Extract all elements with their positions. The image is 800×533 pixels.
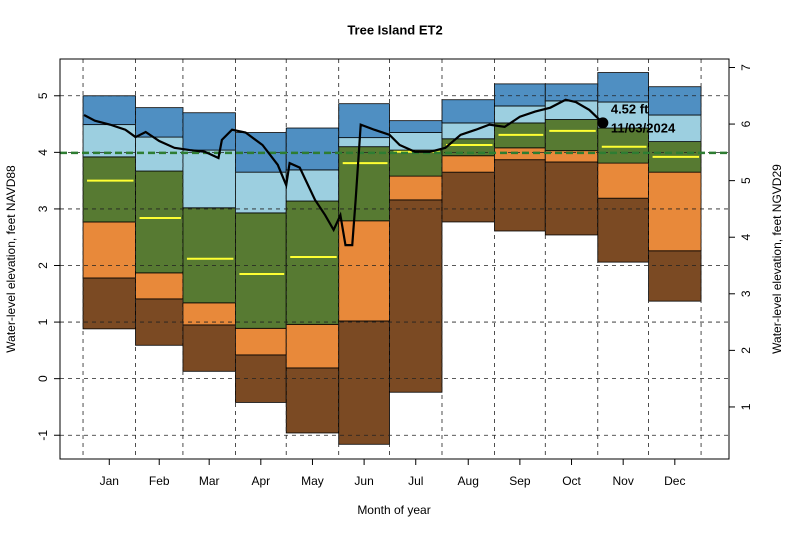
band xyxy=(285,169,340,202)
annotation-point xyxy=(597,117,609,129)
band xyxy=(597,72,649,103)
x-tick-label: Dec xyxy=(664,474,685,488)
band xyxy=(82,221,136,279)
band xyxy=(544,161,599,236)
band xyxy=(182,324,236,372)
band xyxy=(597,127,649,164)
y-tick-label: 3 xyxy=(36,205,50,212)
y2-tick-label: 5 xyxy=(739,177,753,184)
y2-tick-label: 6 xyxy=(739,120,753,127)
band xyxy=(441,171,495,223)
band xyxy=(648,114,702,143)
band xyxy=(648,86,702,116)
band xyxy=(441,155,495,173)
band xyxy=(389,199,443,393)
band xyxy=(544,83,599,102)
y2-tick-label: 3 xyxy=(739,290,753,297)
y-tick-label: 2 xyxy=(36,262,50,269)
band xyxy=(182,302,236,326)
band xyxy=(182,207,236,304)
band xyxy=(82,277,136,330)
y2-tick-label: 1 xyxy=(739,403,753,410)
band xyxy=(494,159,546,232)
y2-tick-label: 4 xyxy=(739,234,753,241)
x-tick-label: Oct xyxy=(562,474,581,488)
band xyxy=(235,212,287,329)
band xyxy=(338,320,390,445)
x-tick-label: Apr xyxy=(251,474,270,488)
band xyxy=(338,146,390,222)
x-axis-label: Month of year xyxy=(357,503,430,517)
band xyxy=(544,119,599,152)
band xyxy=(82,95,136,126)
plot-frame xyxy=(59,58,730,460)
y-tick-label: 0 xyxy=(36,375,50,382)
x-tick-label: Jul xyxy=(408,474,423,488)
x-tick-label: Nov xyxy=(613,474,634,488)
band xyxy=(285,367,340,434)
band xyxy=(597,162,649,199)
y-tick-label: 5 xyxy=(36,92,50,99)
current-line xyxy=(83,98,604,247)
band xyxy=(235,327,287,356)
x-tick-label: Aug xyxy=(458,474,479,488)
annotation-date: 11/03/2024 xyxy=(611,120,676,135)
x-tick-label: Jun xyxy=(354,474,373,488)
band xyxy=(648,171,702,252)
band xyxy=(285,200,340,325)
band xyxy=(389,120,443,133)
band xyxy=(182,112,236,151)
band xyxy=(494,105,546,124)
band xyxy=(135,272,184,300)
y2-axis-label: Water-level elevation, feet NGVD29 xyxy=(770,164,784,354)
band xyxy=(338,137,390,148)
band xyxy=(494,83,546,107)
band xyxy=(338,220,390,322)
band xyxy=(597,197,649,263)
y-tick-label: 4 xyxy=(36,149,50,156)
annotation-value: 4.52 ft xyxy=(611,101,649,116)
y-axis-label: Water-level elevation, feet NAVD88 xyxy=(4,165,18,353)
chart-title: Tree Island ET2 xyxy=(347,22,442,37)
x-tick-label: May xyxy=(301,474,324,488)
y2-tick-label: 7 xyxy=(739,64,753,71)
x-tick-label: Sep xyxy=(509,474,531,488)
band xyxy=(135,170,184,274)
band xyxy=(389,175,443,201)
band xyxy=(285,127,340,171)
band xyxy=(648,250,702,302)
band xyxy=(235,171,287,214)
band xyxy=(285,323,340,369)
band xyxy=(82,156,136,223)
y-tick-label: 1 xyxy=(36,318,50,325)
x-tick-label: Feb xyxy=(149,474,170,488)
band xyxy=(182,149,236,209)
band xyxy=(441,99,495,124)
y2-tick-label: 2 xyxy=(739,347,753,354)
x-tick-label: Jan xyxy=(100,474,119,488)
x-tick-label: Mar xyxy=(199,474,220,488)
y-tick-label: -1 xyxy=(36,430,50,441)
